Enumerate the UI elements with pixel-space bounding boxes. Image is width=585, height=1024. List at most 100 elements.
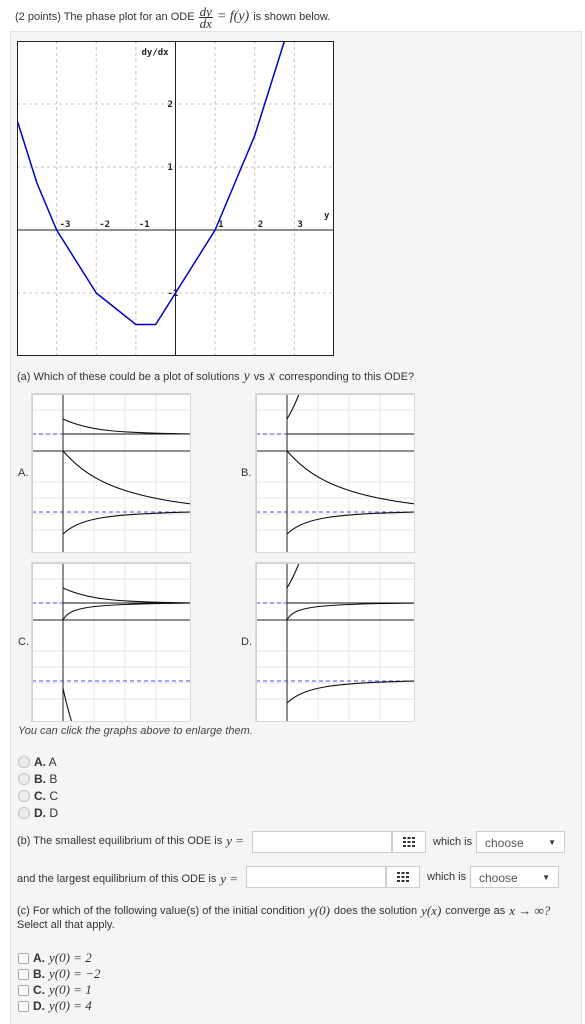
option-a-text: A [48,755,57,769]
part-c-question-mid: does the solution [333,905,418,917]
part-c-question-mid2: converge as [445,905,506,917]
select-arrow-icon: ▼ [548,838,556,847]
mini-background [32,563,190,721]
option-b-letter: B. [34,772,46,786]
part-a-vs: vs [253,371,265,383]
check-c-expr: y(0) = 1 [49,982,92,997]
largest-equilibrium-input[interactable] [246,866,386,888]
x-tick-label: 2 [258,220,263,230]
which-is-label-2: which is [427,871,467,883]
part-c-sol: y(x) [421,903,442,918]
header-prefix: (2 points) The phase plot for an ODE [15,11,195,23]
radio-c[interactable] [18,790,30,802]
fraction-numerator: dy [198,3,213,19]
graph-label-d: D. [241,636,252,648]
part-c-ic: y(0) [308,903,330,918]
checkbox-d[interactable] [18,1000,29,1012]
select-arrow-icon: ▼ [542,873,550,882]
keyboard-icon [403,837,415,847]
which-is-label-1: which is [433,836,473,848]
part-c-limit: x → ∞? [509,903,551,918]
option-d-letter: D. [34,806,46,820]
graph-label-c: C. [18,636,29,648]
smallest-eq: y = [226,833,244,848]
problem-header: (2 points) The phase plot for an ODE dy … [15,4,575,30]
checkbox-a[interactable] [18,952,29,964]
solution-graph-a[interactable] [31,393,191,553]
solution-curve [62,450,190,505]
option-a[interactable]: A. A [18,755,57,769]
enlarge-hint: You can click the graphs above to enlarg… [18,725,253,737]
math-keyboard-button-1[interactable] [392,831,426,853]
option-d[interactable]: D. D [18,806,58,820]
solution-graph-c[interactable] [31,562,191,722]
solution-curve [286,394,300,420]
phase-curve [17,41,286,326]
header-suffix: is shown below. [253,11,331,23]
solution-curve [286,563,300,589]
equation-rhs: = f(y) [216,9,250,24]
mini-border [256,394,414,552]
option-b[interactable]: B. B [18,772,57,786]
option-d-text: D [49,806,59,820]
radio-a[interactable] [18,756,30,768]
solution-curve [286,511,414,535]
part-a-question: (a) Which of these could be a plot of so… [17,369,414,385]
x-tick-label: 1 [218,220,223,230]
largest-stability-select[interactable]: choose ▼ [470,866,559,888]
checkbox-option-c[interactable]: C. y(0) = 1 [18,982,92,998]
mini-background [32,394,190,552]
checkbox-option-b[interactable]: B. y(0) = −2 [18,966,100,982]
plot-border [17,41,334,356]
y-axis-label: dy/dx [142,48,170,58]
x-tick-label: 3 [297,220,302,230]
radio-d[interactable] [18,807,30,819]
smallest-equilibrium-row: (b) The smallest equilibrium of this ODE… [17,833,244,849]
check-d-expr: y(0) = 4 [49,998,92,1013]
mini-background [256,563,414,721]
check-c-letter: C. [33,983,45,997]
solution-curve [286,450,414,505]
mini-border [32,394,190,552]
x-axis-label: y [324,211,330,221]
y-tick-label: 2 [168,100,173,110]
solution-curve [62,511,190,535]
radio-b[interactable] [18,773,30,785]
mini-background [256,394,414,552]
solution-graph-b[interactable] [255,393,415,553]
checkbox-option-a[interactable]: A. y(0) = 2 [18,950,92,966]
smallest-stability-select[interactable]: choose ▼ [476,831,565,853]
mini-border [32,563,190,721]
solution-curve [286,680,414,704]
check-a-letter: A. [33,951,45,965]
checkbox-c[interactable] [18,984,29,996]
smallest-select-value: choose [485,836,524,850]
checkbox-b[interactable] [18,968,29,980]
derivative-fraction: dy dx [198,3,213,31]
x-tick-label: -1 [139,220,150,230]
option-c-text: C [49,789,59,803]
x-tick-label: -3 [60,220,71,230]
part-c-question-pre: (c) For which of the following value(s) … [17,905,305,917]
part-a-question-pre: (a) Which of these could be a plot of so… [17,371,240,383]
math-keyboard-button-2[interactable] [386,866,420,888]
largest-eq: y = [220,871,239,886]
check-b-expr: y(0) = −2 [49,966,101,981]
y-tick-label: -1 [168,289,179,299]
option-a-letter: A. [34,755,46,769]
check-d-letter: D. [33,999,45,1013]
checkbox-option-d[interactable]: D. y(0) = 4 [18,998,92,1014]
solution-curve [62,687,72,721]
part-c-question: (c) For which of the following value(s) … [17,903,577,919]
y-tick-label: 1 [168,163,173,173]
part-a-var-x: x [268,369,276,384]
smallest-text: (b) The smallest equilibrium of this ODE… [17,835,223,847]
select-all-note: Select all that apply. [17,919,115,931]
largest-text: and the largest equilibrium of this ODE … [17,873,217,885]
option-c[interactable]: C. C [18,789,58,803]
phase-plot: -3 -2 -1 1 2 3 -1 1 2 dy/dx y [17,41,334,356]
smallest-equilibrium-input[interactable] [252,831,392,853]
fraction-denominator: dx [199,15,212,31]
solution-graph-d[interactable] [255,562,415,722]
part-a-var-y: y [243,369,250,384]
